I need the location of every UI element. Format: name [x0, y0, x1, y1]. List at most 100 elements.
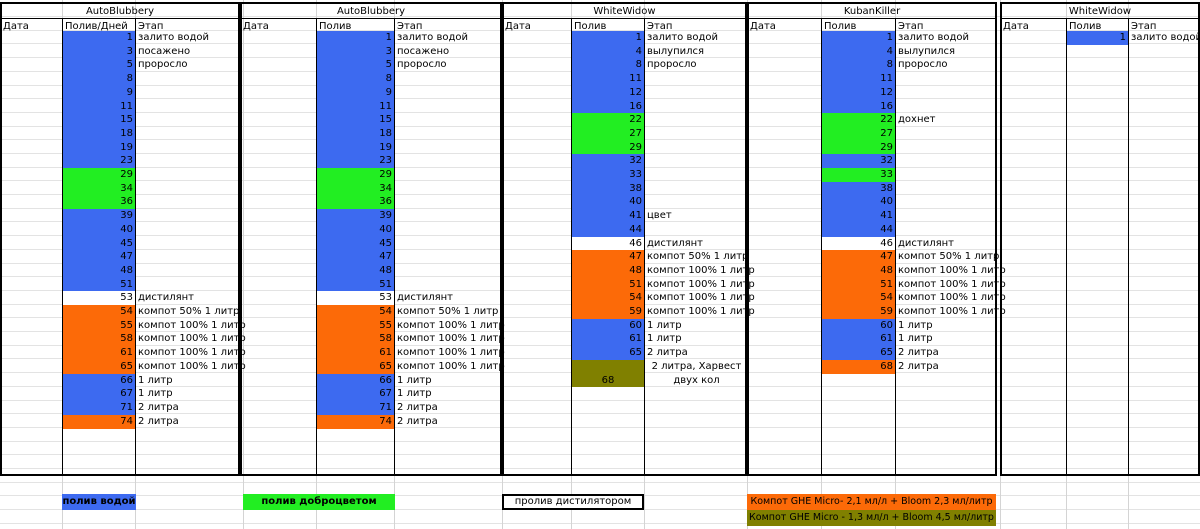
stage-cell[interactable]	[395, 182, 397, 195]
watering-day-cell[interactable]: 65	[317, 359, 394, 374]
stage-cell[interactable]	[136, 237, 138, 250]
final-watering-cell[interactable]: 68	[572, 359, 644, 388]
stage-cell[interactable]	[136, 264, 138, 277]
watering-day-cell[interactable]: 54	[822, 291, 895, 306]
stage-cell[interactable]: залито водой	[1131, 32, 1200, 43]
stage-cell[interactable]: цвет	[647, 210, 672, 222]
stage-cell[interactable]	[896, 182, 898, 195]
stage-cell[interactable]	[395, 100, 397, 113]
stage-cell[interactable]	[395, 113, 397, 126]
stage-cell[interactable]: посажено	[138, 45, 191, 57]
watering-day-cell[interactable]: 46	[822, 236, 895, 251]
watering-day-cell[interactable]: 4	[822, 44, 895, 59]
watering-day-cell[interactable]: 4	[572, 44, 644, 59]
stage-cell[interactable]	[136, 195, 138, 208]
stage-cell[interactable]: компот 100% 1 литр	[138, 347, 246, 359]
stage-cell[interactable]: компот 100% 1 литр	[138, 360, 246, 372]
watering-day-cell[interactable]: 53	[63, 291, 135, 306]
stage-cell[interactable]	[645, 86, 647, 99]
stage-cell[interactable]	[136, 278, 138, 291]
watering-day-cell[interactable]: 11	[572, 72, 644, 87]
stage-cell[interactable]	[395, 195, 397, 208]
stage-cell[interactable]: компот 50% 1 литр	[138, 306, 240, 317]
stage-cell[interactable]	[395, 72, 397, 85]
watering-day-cell[interactable]: 8	[572, 58, 644, 73]
watering-day-cell[interactable]: 34	[63, 181, 135, 196]
watering-day-cell[interactable]: 32	[572, 154, 644, 169]
watering-day-cell[interactable]: 65	[822, 346, 895, 361]
watering-day-cell[interactable]: 60	[822, 318, 895, 333]
watering-day-cell[interactable]: 45	[317, 236, 394, 251]
stage-cell[interactable]	[395, 237, 397, 250]
watering-day-cell[interactable]: 33	[822, 168, 895, 183]
watering-day-cell[interactable]: 44	[822, 222, 895, 237]
watering-day-cell[interactable]: 54	[63, 305, 135, 320]
stage-cell[interactable]	[136, 113, 138, 126]
stage-cell[interactable]	[395, 278, 397, 291]
watering-day-cell[interactable]: 3	[63, 44, 135, 59]
watering-day-cell[interactable]: 48	[317, 263, 394, 279]
watering-day-cell[interactable]: 1	[572, 31, 644, 46]
watering-day-cell[interactable]: 11	[822, 72, 895, 87]
watering-day-cell[interactable]: 1	[1067, 31, 1128, 46]
watering-day-cell[interactable]: 16	[572, 99, 644, 114]
stage-cell[interactable]: 2 литра	[898, 347, 939, 359]
stage-cell[interactable]: компот 100% 1 литр	[397, 333, 505, 345]
stage-cell[interactable]	[896, 223, 898, 236]
watering-day-cell[interactable]: 48	[63, 263, 135, 279]
stage-cell[interactable]: 2 литра	[647, 347, 688, 359]
stage-cell[interactable]	[136, 223, 138, 236]
watering-day-cell[interactable]: 47	[572, 250, 644, 265]
watering-day-cell[interactable]: 47	[822, 250, 895, 265]
stage-cell[interactable]: 1 литр	[397, 374, 432, 386]
stage-cell[interactable]: проросло	[397, 59, 447, 71]
stage-cell[interactable]: компот 50% 1 литр	[647, 251, 749, 263]
stage-cell[interactable]: вылупился	[898, 45, 956, 57]
stage-cell[interactable]: дистилянт	[138, 292, 195, 304]
stage-cell[interactable]: компот 100% 1 литр	[138, 333, 246, 345]
watering-day-cell[interactable]: 67	[317, 387, 394, 402]
stage-cell[interactable]	[645, 168, 647, 181]
watering-day-cell[interactable]: 39	[317, 209, 394, 224]
stage-cell[interactable]	[896, 141, 898, 154]
stage-cell[interactable]: 2 литра	[397, 415, 438, 427]
stage-cell[interactable]: компот 100% 1 литр	[898, 264, 1006, 276]
watering-day-cell[interactable]: 1	[822, 31, 895, 46]
stage-cell[interactable]: 1 литр	[397, 388, 432, 400]
stage-cell[interactable]: компот 100% 1 литр	[397, 360, 505, 372]
stage-cell[interactable]	[395, 209, 397, 222]
watering-day-cell[interactable]: 23	[63, 154, 135, 169]
stage-cell[interactable]: компот 100% 1 литр	[647, 278, 755, 290]
watering-day-cell[interactable]: 19	[317, 140, 394, 155]
stage-cell[interactable]	[896, 195, 898, 208]
watering-day-cell[interactable]: 48	[572, 263, 644, 279]
stage-cell[interactable]	[896, 168, 898, 181]
stage-cell[interactable]	[395, 154, 397, 167]
watering-day-cell[interactable]: 27	[822, 126, 895, 142]
stage-cell[interactable]: компот 50% 1 литр	[397, 306, 499, 317]
watering-day-cell[interactable]: 53	[317, 291, 394, 306]
watering-day-cell[interactable]: 1	[317, 31, 394, 46]
watering-day-cell[interactable]: 47	[63, 250, 135, 265]
watering-day-cell[interactable]: 18	[317, 126, 394, 142]
stage-cell[interactable]: вылупился	[647, 45, 705, 57]
watering-day-cell[interactable]: 9	[317, 85, 394, 100]
stage-cell[interactable]	[896, 209, 898, 222]
stage-cell[interactable]: компот 100% 1 литр	[138, 319, 246, 331]
watering-day-cell[interactable]: 12	[572, 85, 644, 100]
watering-day-cell[interactable]: 41	[822, 209, 895, 224]
watering-day-cell[interactable]: 55	[63, 318, 135, 333]
stage-cell[interactable]: компот 100% 1 литр	[397, 347, 505, 359]
watering-day-cell[interactable]: 36	[63, 195, 135, 210]
watering-day-cell[interactable]: 74	[63, 414, 135, 429]
watering-day-cell[interactable]: 61	[822, 332, 895, 347]
stage-cell[interactable]: компот 100% 1 литр	[898, 306, 1006, 317]
watering-day-cell[interactable]: 8	[63, 72, 135, 87]
watering-day-cell[interactable]: 58	[63, 332, 135, 347]
watering-day-cell[interactable]: 5	[317, 58, 394, 73]
watering-day-cell[interactable]: 59	[822, 305, 895, 320]
watering-day-cell[interactable]: 47	[317, 250, 394, 265]
stage-cell[interactable]	[136, 72, 138, 85]
stage-cell[interactable]: 1 литр	[647, 333, 682, 345]
stage-cell[interactable]: 1 литр	[647, 319, 682, 331]
